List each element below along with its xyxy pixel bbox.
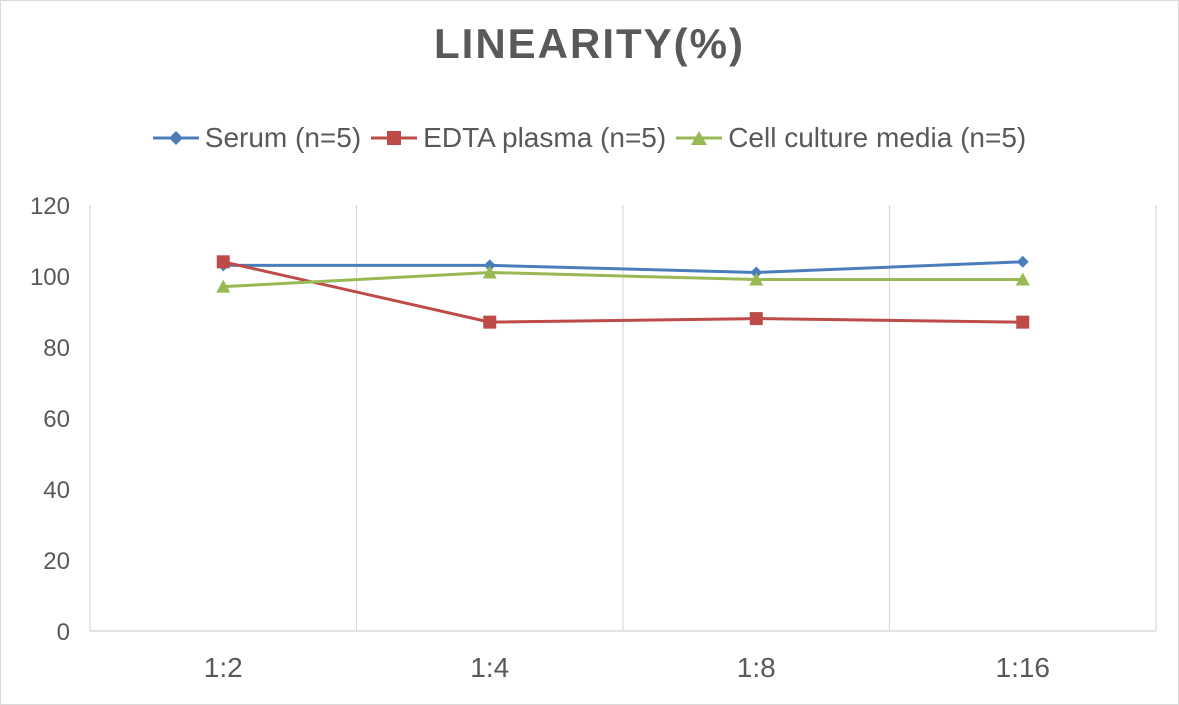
data-point [216,279,231,293]
x-tick-label: 1:16 [996,652,1051,683]
data-point [749,272,764,286]
legend-item-serum: Serum (n=5) [152,122,362,154]
data-point [482,265,497,279]
data-point [1016,315,1030,329]
chart-legend: Serum (n=5) EDTA plasma (n=5) Cell cultu… [0,122,1179,154]
series-line-0 [223,260,1023,274]
y-tick-label: 120 [30,193,70,220]
series-line-2 [223,270,1023,289]
x-tick-label: 1:4 [470,652,509,683]
y-tick-label: 100 [30,264,70,291]
legend-item-cell-culture-media: Cell culture media (n=5) [676,122,1026,154]
y-tick-label: 80 [43,335,70,362]
legend-swatch-edta-plasma [371,131,418,145]
data-point [1015,272,1030,286]
y-tick-label: 20 [43,548,70,575]
data-point [749,312,763,326]
x-tick-label: 1:2 [204,652,243,683]
legend-label-cell-culture-media: Cell culture media (n=5) [728,122,1027,153]
data-point [483,259,496,272]
legend-swatch-cell-culture-media [676,131,723,145]
data-point [483,315,497,329]
series-line-1 [222,260,1023,324]
legend-swatch-serum [152,131,199,145]
legend-label-edta-plasma: EDTA plasma (n=5) [423,122,667,153]
legend-label-serum: Serum (n=5) [204,122,362,153]
x-tick-label: 1:8 [737,652,776,683]
y-tick-label: 60 [43,406,70,433]
legend-item-edta-plasma: EDTA plasma (n=5) [371,122,666,154]
chart-title: LINEARITY(%) [434,20,745,67]
data-point [216,255,230,269]
data-point [750,266,763,279]
y-tick-label: 0 [57,619,70,646]
y-tick-label: 40 [43,477,70,504]
data-point [1016,255,1029,268]
